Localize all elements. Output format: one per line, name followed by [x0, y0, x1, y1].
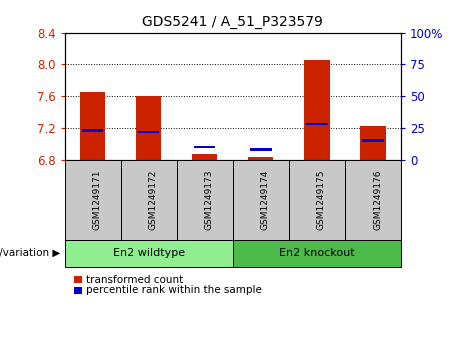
Text: En2 knockout: En2 knockout: [279, 248, 355, 258]
Bar: [138, 131, 160, 133]
Bar: [361, 126, 386, 160]
Text: GSM1249174: GSM1249174: [261, 170, 270, 230]
Bar: [304, 61, 330, 160]
Bar: [80, 92, 105, 160]
Bar: [306, 123, 328, 125]
Text: genotype/variation ▶: genotype/variation ▶: [0, 248, 60, 258]
Text: En2 wildtype: En2 wildtype: [112, 248, 185, 258]
Title: GDS5241 / A_51_P323579: GDS5241 / A_51_P323579: [142, 15, 323, 29]
Bar: [250, 148, 272, 151]
Text: GSM1249173: GSM1249173: [205, 170, 214, 230]
Text: GSM1249171: GSM1249171: [93, 170, 101, 230]
Bar: [136, 96, 161, 160]
Bar: [82, 129, 103, 132]
Bar: [362, 139, 384, 142]
Bar: [192, 154, 218, 160]
Bar: [248, 156, 273, 160]
Text: percentile rank within the sample: percentile rank within the sample: [86, 285, 262, 295]
Bar: [194, 146, 215, 148]
Text: GSM1249175: GSM1249175: [317, 170, 326, 230]
Text: transformed count: transformed count: [86, 274, 183, 285]
Text: GSM1249176: GSM1249176: [373, 170, 382, 230]
Text: GSM1249172: GSM1249172: [148, 170, 158, 230]
